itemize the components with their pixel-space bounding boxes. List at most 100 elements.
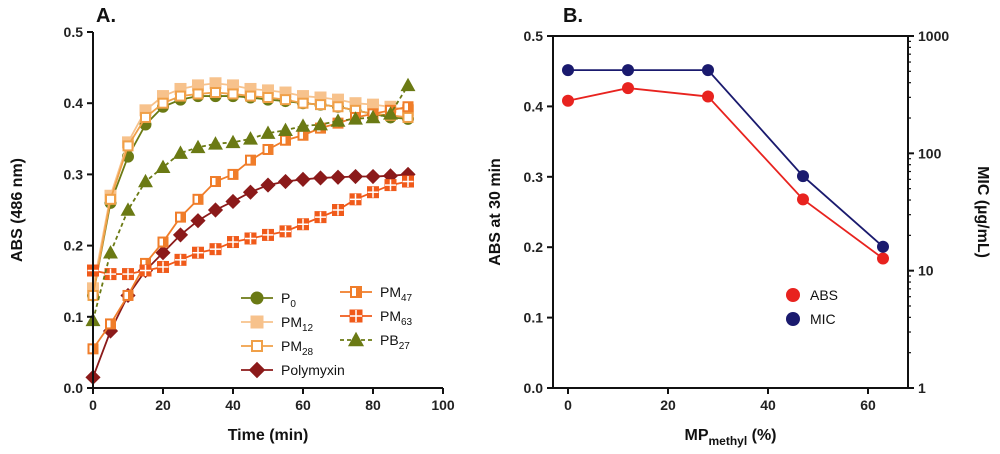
- point-pb27: [295, 118, 311, 132]
- point-pb27: [400, 77, 416, 92]
- panel-b-x-tick-label: 40: [760, 397, 776, 413]
- point-pm63: [367, 186, 379, 199]
- point-polymyxin: [155, 245, 171, 261]
- point-mic: [797, 170, 809, 183]
- point-mic: [702, 64, 714, 77]
- point-abs: [622, 82, 634, 95]
- panel-b-y-axis-title: ABS at 30 min: [487, 158, 504, 266]
- point-pm28: [210, 87, 221, 99]
- point-pm47: [210, 176, 221, 188]
- point-pm28: [297, 97, 309, 109]
- legend-marker: [251, 340, 263, 352]
- point-pb27: [138, 173, 153, 188]
- point-pb27: [103, 245, 118, 259]
- point-pb27: [348, 111, 363, 125]
- legend-label: PB27: [380, 332, 410, 352]
- point-pm28: [140, 111, 151, 123]
- point-pm28: [332, 101, 344, 113]
- legend-label: ABS: [810, 287, 838, 303]
- point-pm63: [402, 175, 414, 188]
- panel-a-x-tick-label: 20: [155, 397, 171, 413]
- point-polymyxin: [225, 193, 241, 210]
- legend-marker: [248, 361, 266, 379]
- point-abs: [702, 90, 714, 103]
- point-pb27: [208, 136, 223, 150]
- panel-b-x-tick-label: 0: [564, 397, 572, 413]
- point-pm28: [192, 88, 204, 100]
- series-abs-line: [567, 87, 884, 260]
- point-polymyxin: [295, 171, 311, 187]
- point-pm28: [245, 90, 256, 102]
- panel-a-x-tick-label: 100: [431, 397, 455, 413]
- legend-marker: [786, 312, 800, 326]
- point-pm47: [262, 143, 274, 155]
- point-pm63: [332, 204, 344, 216]
- point-pm47: [122, 289, 134, 301]
- point-polymyxin: [260, 177, 276, 193]
- legend-item-pm47: PM47: [340, 284, 413, 304]
- panel-b-right-y-axis-title: MIC (µg/mL): [974, 166, 991, 258]
- legend-label: PM12: [281, 314, 314, 334]
- legend-label: PM28: [281, 338, 314, 358]
- panel-b-right-y-tick-label: 1000: [918, 28, 949, 44]
- point-pm28: [122, 140, 134, 152]
- point-mic: [877, 240, 889, 253]
- panel-b: B. 0.0 0.1 0.2 0.3 0.4 0.5 1 10 100 1000 0 20 40 60 M…: [487, 5, 991, 448]
- panel-a-x-axis-title: Time (min): [228, 427, 309, 444]
- legend-marker: [250, 315, 264, 329]
- panel-a-y-tick-label: 0.4: [64, 95, 84, 111]
- legend-item-mic: MIC: [786, 311, 836, 327]
- point-pb27: [330, 113, 346, 127]
- point-pb27: [190, 139, 206, 154]
- point-pm47: [402, 101, 414, 113]
- panel-a-y-tick-label: 0.0: [64, 380, 84, 396]
- panel-a-y-tick-label: 0.5: [64, 24, 84, 40]
- point-mic: [562, 64, 574, 77]
- point-pb27: [365, 109, 381, 124]
- panel-a-x-tick-label: 0: [89, 397, 97, 413]
- point-polymyxin: [312, 170, 329, 186]
- legend-label: Polymyxin: [281, 362, 345, 378]
- point-polymyxin: [365, 168, 381, 185]
- legend-item-polymyxin: Polymyxin: [241, 361, 345, 379]
- legend-item-p0: P0: [241, 290, 296, 310]
- point-pm28: [105, 193, 116, 205]
- point-pb27: [313, 116, 328, 131]
- point-pm47: [227, 168, 239, 180]
- point-pm63: [122, 268, 134, 281]
- point-pm63: [227, 236, 239, 249]
- point-pm63: [192, 246, 204, 259]
- point-pm63: [349, 193, 362, 206]
- panel-a-y-axis-title: ABS (486 nm): [9, 158, 26, 262]
- legend-label: P0: [281, 290, 296, 310]
- point-pb27: [243, 131, 258, 145]
- point-abs: [562, 94, 574, 107]
- point-pm63: [209, 243, 222, 256]
- point-pm63: [262, 228, 274, 241]
- panel-a-legend: P0 PM12 PM28 Polymyxin PM47 PM63 PB27: [241, 284, 413, 379]
- legend-item-pm12: PM12: [241, 314, 314, 334]
- point-pm47: [105, 318, 116, 330]
- panel-b-x-tick-label: 20: [660, 397, 676, 413]
- point-pm28: [262, 92, 274, 104]
- point-pm28: [157, 97, 169, 109]
- legend-item-pb27: PB27: [340, 331, 410, 352]
- panel-b-right-y-tick-label: 100: [918, 145, 942, 161]
- point-pb27: [383, 106, 398, 120]
- panel-b-y-tick-label: 0.1: [524, 310, 544, 326]
- panel-b-x-tick-label: 60: [860, 397, 876, 413]
- point-pm47: [245, 154, 256, 166]
- panel-b-y-tick-label: 0.0: [524, 380, 544, 396]
- point-mic: [622, 64, 634, 77]
- point-pm63: [297, 218, 309, 231]
- series-pb27: [85, 77, 416, 327]
- point-pb27: [155, 159, 171, 174]
- point-pm47: [297, 129, 309, 141]
- point-polymyxin: [277, 173, 294, 190]
- panel-b-y-tick-label: 0.2: [524, 239, 544, 255]
- point-pm63: [244, 232, 257, 245]
- panel-b-right-y-tick-label: 10: [918, 263, 934, 279]
- panel-a-y-tick-label: 0.2: [64, 238, 84, 254]
- legend-marker: [786, 288, 800, 302]
